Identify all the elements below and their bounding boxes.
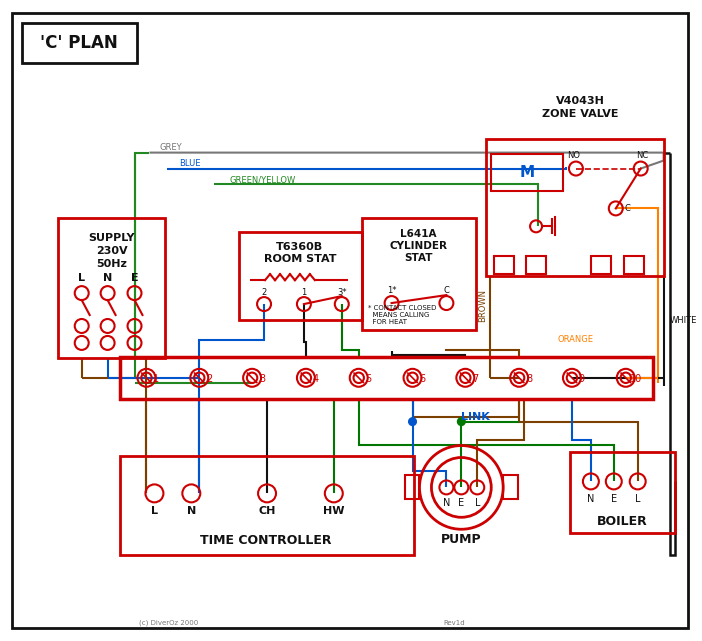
Text: TIME CONTROLLER: TIME CONTROLLER	[200, 534, 332, 547]
Text: L: L	[635, 494, 640, 504]
Bar	[119, 456, 413, 555]
Bar	[570, 451, 675, 533]
Text: NC: NC	[637, 151, 649, 160]
Text: C: C	[444, 286, 449, 295]
Text: BLUE: BLUE	[179, 159, 201, 168]
Bar	[362, 219, 476, 330]
Text: 8: 8	[526, 374, 532, 384]
Text: NO: NO	[567, 151, 581, 160]
Text: L641A: L641A	[400, 229, 437, 239]
Text: 6: 6	[419, 374, 425, 384]
Bar	[624, 256, 644, 274]
Text: N: N	[187, 506, 196, 516]
Bar	[119, 357, 653, 399]
Bar	[494, 256, 514, 274]
Text: GREEN/YELLOW: GREEN/YELLOW	[229, 175, 296, 184]
Text: HW: HW	[323, 506, 345, 516]
Text: L: L	[78, 273, 85, 283]
Text: CH: CH	[258, 506, 276, 516]
Text: 50Hz: 50Hz	[96, 259, 127, 269]
Text: PUMP: PUMP	[441, 533, 482, 545]
Text: M: M	[519, 165, 535, 180]
Circle shape	[409, 418, 416, 425]
Text: 2: 2	[261, 288, 267, 297]
Text: E: E	[131, 273, 138, 283]
Text: E: E	[458, 498, 465, 508]
Text: 9: 9	[579, 374, 585, 384]
Text: CYLINDER: CYLINDER	[390, 241, 447, 251]
Text: 7: 7	[472, 374, 478, 384]
Text: 'C' PLAN: 'C' PLAN	[40, 34, 118, 52]
Text: (c) DiverOz 2000: (c) DiverOz 2000	[140, 620, 199, 626]
Text: ORANGE: ORANGE	[558, 335, 594, 344]
Text: * CONTACT CLOSED
  MEANS CALLING
  FOR HEAT: * CONTACT CLOSED MEANS CALLING FOR HEAT	[368, 305, 436, 325]
Text: 10: 10	[630, 374, 642, 384]
Bar	[591, 256, 611, 274]
Text: BOILER: BOILER	[597, 515, 647, 528]
Text: L: L	[151, 506, 158, 516]
Bar	[58, 219, 166, 358]
Text: ROOM STAT: ROOM STAT	[264, 254, 336, 264]
Text: 230V: 230V	[95, 246, 127, 256]
Text: STAT: STAT	[404, 253, 432, 263]
Bar	[239, 232, 362, 320]
Text: N: N	[443, 498, 450, 508]
Text: 2: 2	[206, 374, 213, 384]
Bar	[22, 23, 136, 63]
Text: 3: 3	[259, 374, 265, 384]
Text: Rev1d: Rev1d	[444, 620, 465, 626]
Text: C: C	[625, 204, 630, 213]
Text: E: E	[611, 494, 617, 504]
Text: 4: 4	[313, 374, 319, 384]
Text: 5: 5	[366, 374, 372, 384]
Circle shape	[458, 418, 465, 425]
Text: WHITE: WHITE	[670, 315, 697, 324]
Text: LINK: LINK	[461, 412, 490, 422]
Bar	[503, 476, 518, 499]
Bar	[404, 476, 420, 499]
Text: V4043H: V4043H	[555, 96, 604, 106]
Text: T6360B: T6360B	[277, 242, 324, 253]
Text: 1: 1	[301, 288, 307, 297]
Text: 1*: 1*	[387, 286, 397, 295]
Bar	[486, 138, 663, 276]
Bar	[491, 154, 563, 192]
Text: L: L	[475, 498, 480, 508]
Text: 1: 1	[153, 374, 159, 384]
Text: 3*: 3*	[337, 288, 347, 297]
Text: GREY: GREY	[159, 143, 182, 152]
Text: BROWN: BROWN	[478, 288, 486, 322]
Text: N: N	[103, 273, 112, 283]
Text: N: N	[587, 494, 595, 504]
Bar	[526, 256, 546, 274]
Text: SUPPLY: SUPPLY	[88, 233, 135, 244]
Text: ZONE VALVE: ZONE VALVE	[542, 109, 618, 119]
